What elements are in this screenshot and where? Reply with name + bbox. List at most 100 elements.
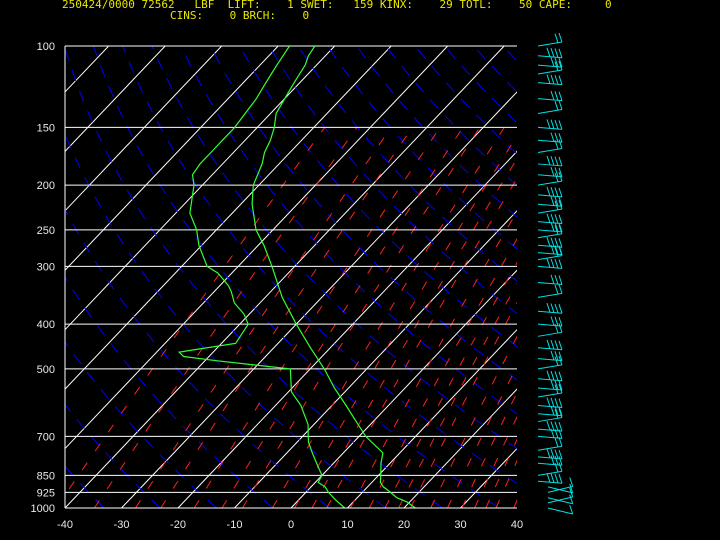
mixing-ratio-line [474,415,517,508]
temperature-tick-label: 30 [454,519,466,531]
dry-adiabat-line [180,46,517,415]
mixing-ratio-line [461,391,517,508]
wind-barb [537,60,563,75]
mixing-ratio-line [410,301,517,508]
wind-barb [537,199,563,214]
dewpoint-profile-line [177,46,346,508]
dry-adiabat-line [65,403,161,508]
wind-barb [537,132,563,143]
mixing-ratio-line [485,438,517,508]
mixing-ratio-line [221,127,464,508]
pressure-axis-labels: 100 150 200 250 300 400 500 700 850 925 1000 [31,41,55,515]
wind-barb [537,100,563,115]
dry-adiabat-line [65,46,443,508]
temperature-tick-label: -10 [227,519,243,531]
wind-barb [537,350,563,362]
pressure-tick-label: 300 [37,261,55,273]
wind-barb [537,47,563,59]
dry-adiabat-line [591,46,720,508]
wind-barb [537,473,563,484]
isotherm-line [234,210,517,508]
sounding-header-line-2: CINS: 0 BRCH: 0 [170,9,310,22]
isotherm-line [177,150,517,508]
mixing-ratio-line [93,127,358,508]
wind-barb [537,355,563,370]
wind-barb [537,284,563,298]
dry-adiabat-line [297,46,517,282]
isotherm-line [347,328,517,508]
dry-adiabat-line [239,46,517,348]
dry-adiabat-line [326,46,517,250]
wind-barb [537,405,563,417]
dry-adiabat-line [65,207,331,508]
sounding-header-line-1: 250424/0000 72562 LBF LIFT: 1 SWET: 159 … [62,0,612,11]
dry-adiabat-line [502,46,517,62]
wind-barb [537,380,563,391]
mixing-ratio-line [326,177,517,508]
wind-barb [537,455,563,466]
temperature-tick-label: -30 [114,519,130,531]
dry-adiabat-line [356,46,517,218]
wind-barb [537,74,563,86]
wind-barb [547,504,574,515]
mixing-ratio-line [193,127,441,508]
pressure-tick-label: 100 [37,41,55,53]
wind-barb [537,196,563,207]
temperature-tick-label: 20 [398,519,410,531]
pressure-tick-label: 925 [37,487,55,499]
dry-adiabat-line [268,46,517,315]
mixing-ratio-line [160,127,413,508]
mixing-ratio-line [384,261,517,508]
mixing-ratio-line [135,127,392,508]
temperature-profile-line [251,46,416,508]
temperature-tick-label: 10 [341,519,353,531]
isotherm-line [65,46,392,390]
isotherm-line [403,388,517,508]
wind-barb [537,258,563,269]
mixing-ratio-line [398,282,517,508]
isotherm-line [65,46,166,153]
wind-barb [537,213,563,225]
pressure-tick-label: 150 [37,122,55,134]
isotherm-line [574,46,720,508]
wind-barb-column [537,32,574,515]
wind-barb [537,166,563,178]
pressure-tick-label: 700 [37,431,55,443]
dry-adiabat-line [444,46,517,124]
mixing-ratio-line [368,238,517,508]
wind-barb [537,171,563,186]
mixing-ratio-line [447,365,517,508]
wind-barb [537,119,563,130]
wind-barb [537,448,563,460]
isotherm-line [65,46,449,450]
pressure-tick-label: 200 [37,180,55,192]
isobar-lines [65,45,517,509]
mixing-ratio-line [495,459,517,508]
wind-barb [537,397,563,409]
dry-adiabat-line [385,46,517,187]
temperature-tick-label: -20 [170,519,186,531]
pressure-tick-label: 400 [37,319,55,331]
temperature-tick-label: -40 [57,519,73,531]
isotherm-line [65,46,336,331]
wind-barb [537,420,563,432]
temperature-axis-labels: -40 -30 -20 -10 0 10 20 30 40 [57,519,523,531]
dry-adiabat-line [620,46,720,508]
wind-barb [537,237,563,248]
wind-barb [537,32,563,47]
mixing-ratio-line [242,127,481,508]
dry-adiabat-line [561,46,720,508]
mixing-ratio-line [294,134,517,508]
isotherm-line [121,91,517,508]
mixing-ratio-line [349,210,517,508]
wind-barb [537,186,563,198]
dry-adiabat-line [93,46,500,508]
wind-barb [537,222,563,233]
pressure-tick-label: 250 [37,225,55,237]
wind-barb [537,339,563,351]
pressure-tick-label: 1000 [31,503,55,515]
dry-adiabat-line [65,276,274,508]
pressure-tick-label: 500 [37,364,55,376]
dry-adiabat-line [151,46,517,450]
